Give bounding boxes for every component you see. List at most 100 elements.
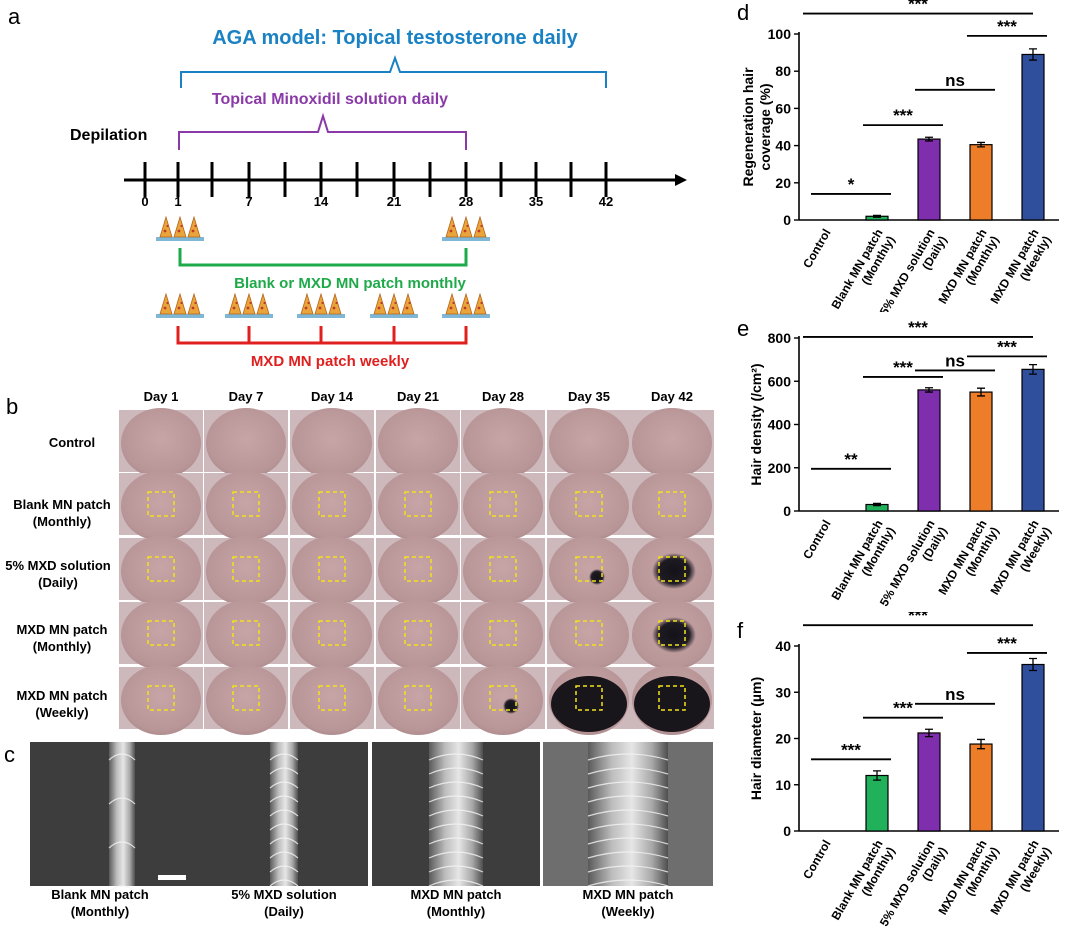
mouse-photo: [461, 536, 545, 606]
roi-box: [318, 491, 346, 517]
sem-label: Blank MN patch: [51, 887, 149, 902]
photo-cells: [119, 408, 714, 735]
tick-label: 0: [141, 194, 148, 209]
error-bar: [1029, 363, 1037, 375]
bar: [917, 138, 941, 221]
mouse-photo: [630, 536, 714, 606]
error-bar: [873, 502, 881, 507]
significance-label: ***: [997, 634, 1017, 653]
group-label: (Daily): [38, 575, 78, 590]
error-bar: [1029, 48, 1037, 61]
tick-label: 21: [387, 194, 401, 209]
weekly-label: MXD MN patch weekly: [251, 353, 410, 370]
y-tick-label: 20: [775, 731, 791, 747]
microneedle-patch-icon: [370, 292, 418, 318]
mouse-photo: [204, 600, 288, 670]
roi-box: [147, 620, 175, 646]
y-tick-label: 30: [775, 684, 791, 700]
mouse-photo: [119, 408, 203, 478]
mouse-photo: [376, 471, 460, 541]
roi-box: [232, 685, 260, 711]
mouse-photo: [547, 600, 631, 670]
mouse-photo: [547, 471, 631, 541]
x-tick-label: Control: [800, 518, 833, 562]
x-tick-label: Control: [800, 838, 833, 882]
microneedle-patch-icon: [225, 292, 273, 318]
group-label: (Weekly): [35, 705, 88, 720]
mouse-photo: [204, 471, 288, 541]
group-labels: Control Blank MN patch (Monthly) 5% MXD …: [5, 435, 111, 720]
significance-label: ns: [945, 351, 965, 370]
roi-box: [147, 685, 175, 711]
roi-box: [404, 556, 432, 582]
tick-label: 35: [529, 194, 543, 209]
error-bar: [977, 738, 985, 750]
significance-label: ns: [945, 71, 965, 90]
sem-labels: Blank MN patch (Monthly) 5% MXD solution…: [51, 887, 673, 919]
mouse-photo: [376, 665, 460, 735]
roi-box: [232, 556, 260, 582]
group-label: Blank MN patch: [13, 497, 111, 512]
roi-box: [147, 491, 175, 517]
mouse-photo: [461, 600, 545, 670]
sem-label: MXD MN patch: [583, 887, 674, 902]
tick-label: 14: [314, 194, 329, 209]
significance-label: ***: [908, 318, 928, 337]
mouse-photo: [119, 600, 203, 670]
tick-label: 28: [459, 194, 473, 209]
roi-box: [147, 556, 175, 582]
y-tick-label: 40: [775, 638, 791, 654]
roi-box: [232, 491, 260, 517]
tick-label: 1: [174, 194, 181, 209]
mouse-photo: [290, 665, 374, 735]
mouse-photo: [119, 471, 203, 541]
day-header: Day 14: [311, 389, 354, 404]
y-tick-label: 60: [775, 100, 791, 116]
minoxidil-brace: [178, 112, 467, 150]
day-header: Day 28: [482, 389, 524, 404]
bar: [917, 732, 941, 832]
roi-box: [232, 620, 260, 646]
significance-label: **: [844, 450, 858, 469]
panel-c-sem: c Blank MN patch (Monthly) 5% MXD soluti…: [4, 742, 713, 919]
sem-tiles: [30, 742, 713, 893]
microneedle-patch-icon: [156, 215, 204, 241]
y-tick-label: 600: [768, 373, 792, 389]
bar: [969, 144, 993, 221]
panel-b-grid: b Day 1 Day 7 Day 14 Day 21 Day 28 Day 3…: [5, 389, 714, 735]
roi-box: [404, 685, 432, 711]
sem-label: (Weekly): [601, 904, 654, 919]
mouse-photo: [376, 408, 460, 478]
roi-box: [404, 491, 432, 517]
group-label: MXD MN patch: [17, 622, 108, 637]
panel-letter-f: f: [737, 618, 744, 643]
mouse-photo: [204, 408, 288, 478]
error-bar: [873, 770, 881, 781]
sem-image: [200, 742, 368, 887]
roi-box: [318, 685, 346, 711]
roi-box: [658, 556, 686, 582]
y-axis-label: Hair diameter (µm): [748, 677, 764, 800]
model-title: AGA model: Topical testosterone daily: [212, 27, 578, 49]
roi-box: [489, 685, 517, 711]
error-bar: [925, 136, 933, 142]
roi-box: [489, 556, 517, 582]
panel-b: b Day 1 Day 7 Day 14 Day 21 Day 28 Day 3…: [0, 380, 720, 740]
error-bar: [925, 387, 933, 393]
monthly-bracket: [178, 248, 468, 267]
panel-letter-c: c: [4, 742, 15, 767]
mouse-photo: [290, 600, 374, 670]
sem-label: MXD MN patch: [411, 887, 502, 902]
roi-box: [658, 620, 686, 646]
sem-label: (Monthly): [427, 904, 485, 919]
day-header: Day 21: [397, 389, 439, 404]
roi-box: [658, 491, 686, 517]
tick-label: 7: [245, 194, 252, 209]
mouse-photo: [204, 536, 288, 606]
mouse-photo: [630, 665, 714, 735]
mouse-photo: [376, 536, 460, 606]
mouse-photo: [461, 665, 545, 735]
group-label: (Monthly): [33, 514, 91, 529]
panel-letter-d: d: [737, 0, 749, 25]
